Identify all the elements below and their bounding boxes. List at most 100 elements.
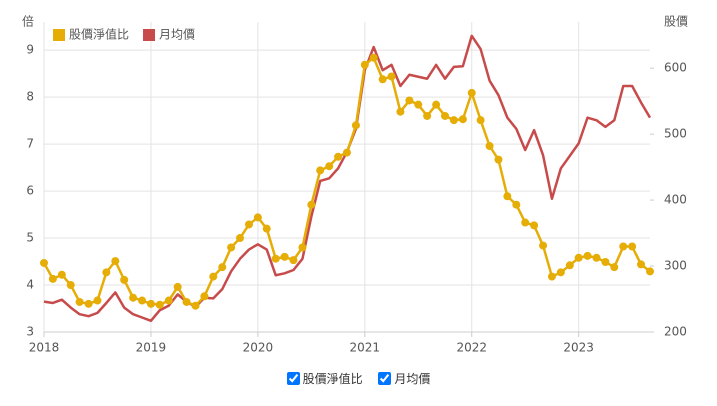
data-point [574, 253, 583, 262]
y-tick-label: 6 [26, 184, 34, 198]
data-point [334, 152, 343, 161]
legend-label: 月均價 [159, 28, 195, 42]
data-point [75, 297, 84, 306]
data-point [476, 116, 485, 125]
data-point [387, 72, 396, 81]
toggle-label: 月均價 [394, 372, 431, 386]
y2-tick-label: 300 [664, 259, 687, 273]
legend-label: 股價淨值比 [69, 27, 129, 42]
data-point [182, 297, 191, 306]
series-toggles: 股價淨值比 月均價 [0, 370, 717, 387]
data-point [485, 142, 494, 150]
data-point [218, 263, 227, 272]
data-point [342, 148, 351, 157]
data-point [458, 115, 467, 124]
data-point [539, 241, 548, 250]
y-tick-label: 8 [26, 90, 34, 104]
data-point [530, 221, 539, 230]
data-point [441, 111, 450, 120]
y2-tick-label: 500 [664, 127, 687, 141]
y2-tick-label: 200 [664, 325, 687, 339]
data-point [360, 60, 369, 69]
data-point [298, 243, 307, 252]
data-point [236, 234, 245, 243]
y2-tick-label: 400 [664, 193, 687, 207]
data-point [138, 296, 147, 305]
y-tick-label: 4 [26, 278, 34, 292]
y-tick-label: 3 [26, 325, 34, 339]
series-line [42, 56, 651, 307]
data-point [592, 253, 601, 262]
y-tick-label: 5 [26, 231, 34, 245]
checkbox[interactable] [286, 372, 300, 385]
toggle[interactable]: 月均價 [378, 372, 430, 386]
data-point [200, 292, 209, 301]
data-point [40, 258, 48, 267]
data-point [173, 282, 182, 291]
data-point [164, 296, 173, 305]
data-point [146, 299, 155, 308]
data-point [610, 263, 619, 272]
data-point [129, 293, 138, 302]
data-point [521, 218, 530, 227]
data-point [271, 254, 280, 263]
x-tick-label: 2020 [243, 341, 274, 355]
data-point [369, 53, 378, 62]
y2-tick-label: 600 [664, 61, 687, 75]
data-point [280, 252, 289, 261]
data-point [307, 200, 316, 209]
data-point [111, 257, 120, 266]
data-point [209, 272, 218, 281]
y-tick-label: 9 [26, 43, 34, 57]
data-point [467, 88, 476, 97]
data-point [405, 96, 414, 105]
x-tick-label: 2018 [29, 341, 60, 355]
data-point [583, 251, 592, 260]
x-tick-label: 2022 [456, 341, 487, 355]
data-point [66, 281, 75, 290]
legend-swatch [143, 29, 156, 41]
toggle-label: 股價淨值比 [302, 372, 363, 386]
data-point [601, 258, 610, 267]
series-line [43, 34, 652, 323]
chart: 倍 股價 3 4 5 6 7 8 9 200 300 400 500 600 2018 2019 2020 2… [22, 14, 688, 355]
data-point [565, 261, 574, 270]
data-point [646, 267, 654, 276]
checkbox[interactable] [378, 372, 392, 385]
legend-swatch [53, 29, 65, 41]
x-tick-label: 2019 [136, 341, 167, 355]
toggle[interactable]: 股價淨值比 [286, 372, 363, 386]
data-point [102, 268, 111, 277]
data-point [494, 155, 503, 164]
data-point [378, 75, 387, 84]
data-point [227, 243, 236, 252]
data-point [449, 116, 458, 125]
data-point [93, 296, 102, 305]
data-point [262, 224, 271, 233]
data-point [155, 300, 164, 309]
y-tick-label: 7 [26, 137, 34, 151]
data-point [547, 272, 556, 281]
x-tick-label: 2021 [350, 341, 381, 355]
data-point [556, 268, 565, 277]
y-axis-label: 倍 [22, 14, 34, 29]
data-point [637, 260, 646, 269]
x-tick-label: 2023 [563, 341, 594, 355]
data-point [619, 242, 628, 251]
data-point [244, 220, 253, 229]
data-point [423, 111, 432, 120]
data-point [253, 213, 262, 222]
data-point [503, 192, 512, 201]
data-point [414, 100, 423, 109]
data-point [289, 256, 298, 265]
data-point [432, 100, 441, 109]
data-point [325, 162, 334, 171]
data-point [120, 275, 129, 284]
y2-axis-label: 股價 [664, 15, 688, 29]
data-point [48, 274, 57, 283]
data-point [84, 299, 93, 308]
data-point [316, 166, 325, 175]
data-point [628, 242, 637, 251]
data-point [396, 107, 405, 116]
